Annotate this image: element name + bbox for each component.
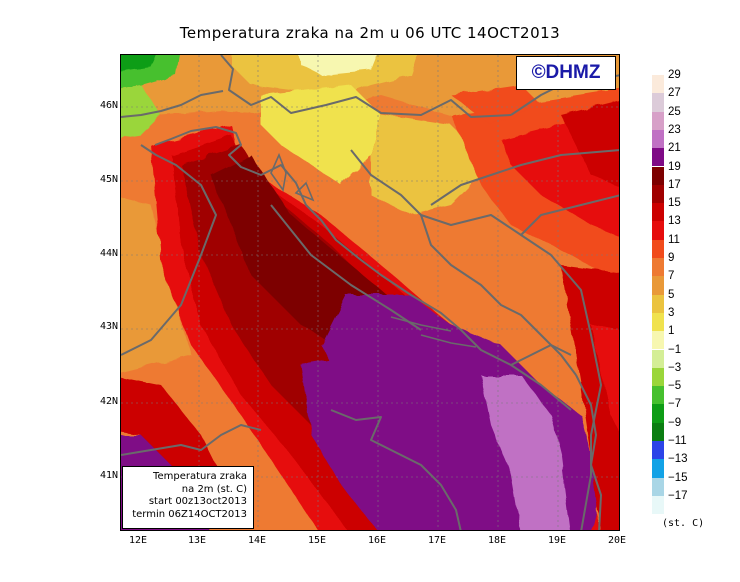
legend-swatch xyxy=(652,166,664,185)
info-line-2: na 2m (st. C) xyxy=(181,483,247,495)
legend-swatch xyxy=(652,239,664,258)
legend-swatch xyxy=(652,477,664,496)
legend-unit: (st. C) xyxy=(662,518,705,529)
lat-label-42n: 42N xyxy=(99,396,118,407)
legend-swatch xyxy=(652,111,664,130)
legend-label: −5 xyxy=(668,380,682,393)
legend-label: −3 xyxy=(668,361,682,374)
legend-label: 25 xyxy=(668,105,681,118)
legend-swatch xyxy=(652,148,664,167)
legend-swatch xyxy=(652,349,664,368)
lon-label-16e: 16E xyxy=(367,535,387,546)
legend-label: 23 xyxy=(668,123,681,136)
legend-label: 5 xyxy=(668,288,675,301)
legend-swatch xyxy=(652,459,664,478)
legend-swatch xyxy=(652,258,664,277)
legend-swatch xyxy=(652,386,664,405)
temperature-map xyxy=(120,54,620,531)
copyright-label: ©DHMZ xyxy=(516,56,616,90)
lat-label-46n: 46N xyxy=(99,100,118,111)
legend-swatch xyxy=(652,312,664,332)
lon-label-18e: 18E xyxy=(487,535,507,546)
lat-label-44n: 44N xyxy=(99,248,118,259)
info-line-3: start 00z13oct2013 xyxy=(148,496,247,507)
legend-label: 7 xyxy=(668,270,675,283)
legend-swatch xyxy=(652,367,664,387)
lon-label-14e: 14E xyxy=(247,535,267,546)
legend-swatch xyxy=(652,75,664,94)
legend-label: 15 xyxy=(668,197,681,210)
legend-label: 19 xyxy=(668,160,681,173)
legend-label: 29 xyxy=(668,69,681,81)
legend-label: −7 xyxy=(668,398,682,411)
info-line-1: Temperatura zraka xyxy=(153,471,247,482)
legend-label: −9 xyxy=(668,416,682,429)
legend-swatch xyxy=(652,221,664,240)
lon-label-13e: 13E xyxy=(187,535,207,546)
legend-swatch xyxy=(652,93,664,112)
lon-label-15e: 15E xyxy=(307,535,327,546)
legend-swatch xyxy=(652,203,664,222)
legend-label: 27 xyxy=(668,87,681,100)
legend-label: 1 xyxy=(668,325,675,338)
temperature-field xyxy=(121,55,619,530)
legend-swatch xyxy=(652,441,664,460)
legend-label: 3 xyxy=(668,306,675,319)
legend-swatch xyxy=(652,495,664,515)
info-line-4: termin 06Z14OCT2013 xyxy=(132,508,247,520)
lat-label-45n: 45N xyxy=(99,174,118,185)
info-box: Temperatura zraka na 2m (st. C) start 00… xyxy=(122,466,254,529)
legend-swatch xyxy=(652,294,664,313)
legend-label: 13 xyxy=(668,215,681,228)
legend-label: 17 xyxy=(668,178,681,191)
legend-swatch xyxy=(652,331,664,350)
lon-label-12e: 12E xyxy=(128,535,148,546)
legend-label: 21 xyxy=(668,142,681,155)
legend-label: −17 xyxy=(668,489,688,502)
lon-label-17e: 17E xyxy=(427,535,447,546)
legend-label: −15 xyxy=(668,471,688,484)
lat-label-43n: 43N xyxy=(99,321,118,332)
legend-swatch xyxy=(652,129,664,149)
map-title: Temperatura zraka na 2m u 06 UTC 14OCT20… xyxy=(179,24,561,42)
legend-label: 11 xyxy=(668,233,680,246)
legend-label: −13 xyxy=(668,453,688,466)
legend-swatch xyxy=(652,276,664,295)
legend-label: −1 xyxy=(668,343,682,356)
legend-swatch xyxy=(652,422,664,441)
legend-label: −11 xyxy=(668,435,687,447)
legend-swatch xyxy=(652,184,664,204)
legend-label: 9 xyxy=(668,252,675,264)
lon-label-19e: 19E xyxy=(547,535,567,546)
lon-label-20e: 20E xyxy=(607,535,627,546)
legend-swatch xyxy=(652,404,664,423)
lat-label-41n: 41N xyxy=(99,470,118,481)
